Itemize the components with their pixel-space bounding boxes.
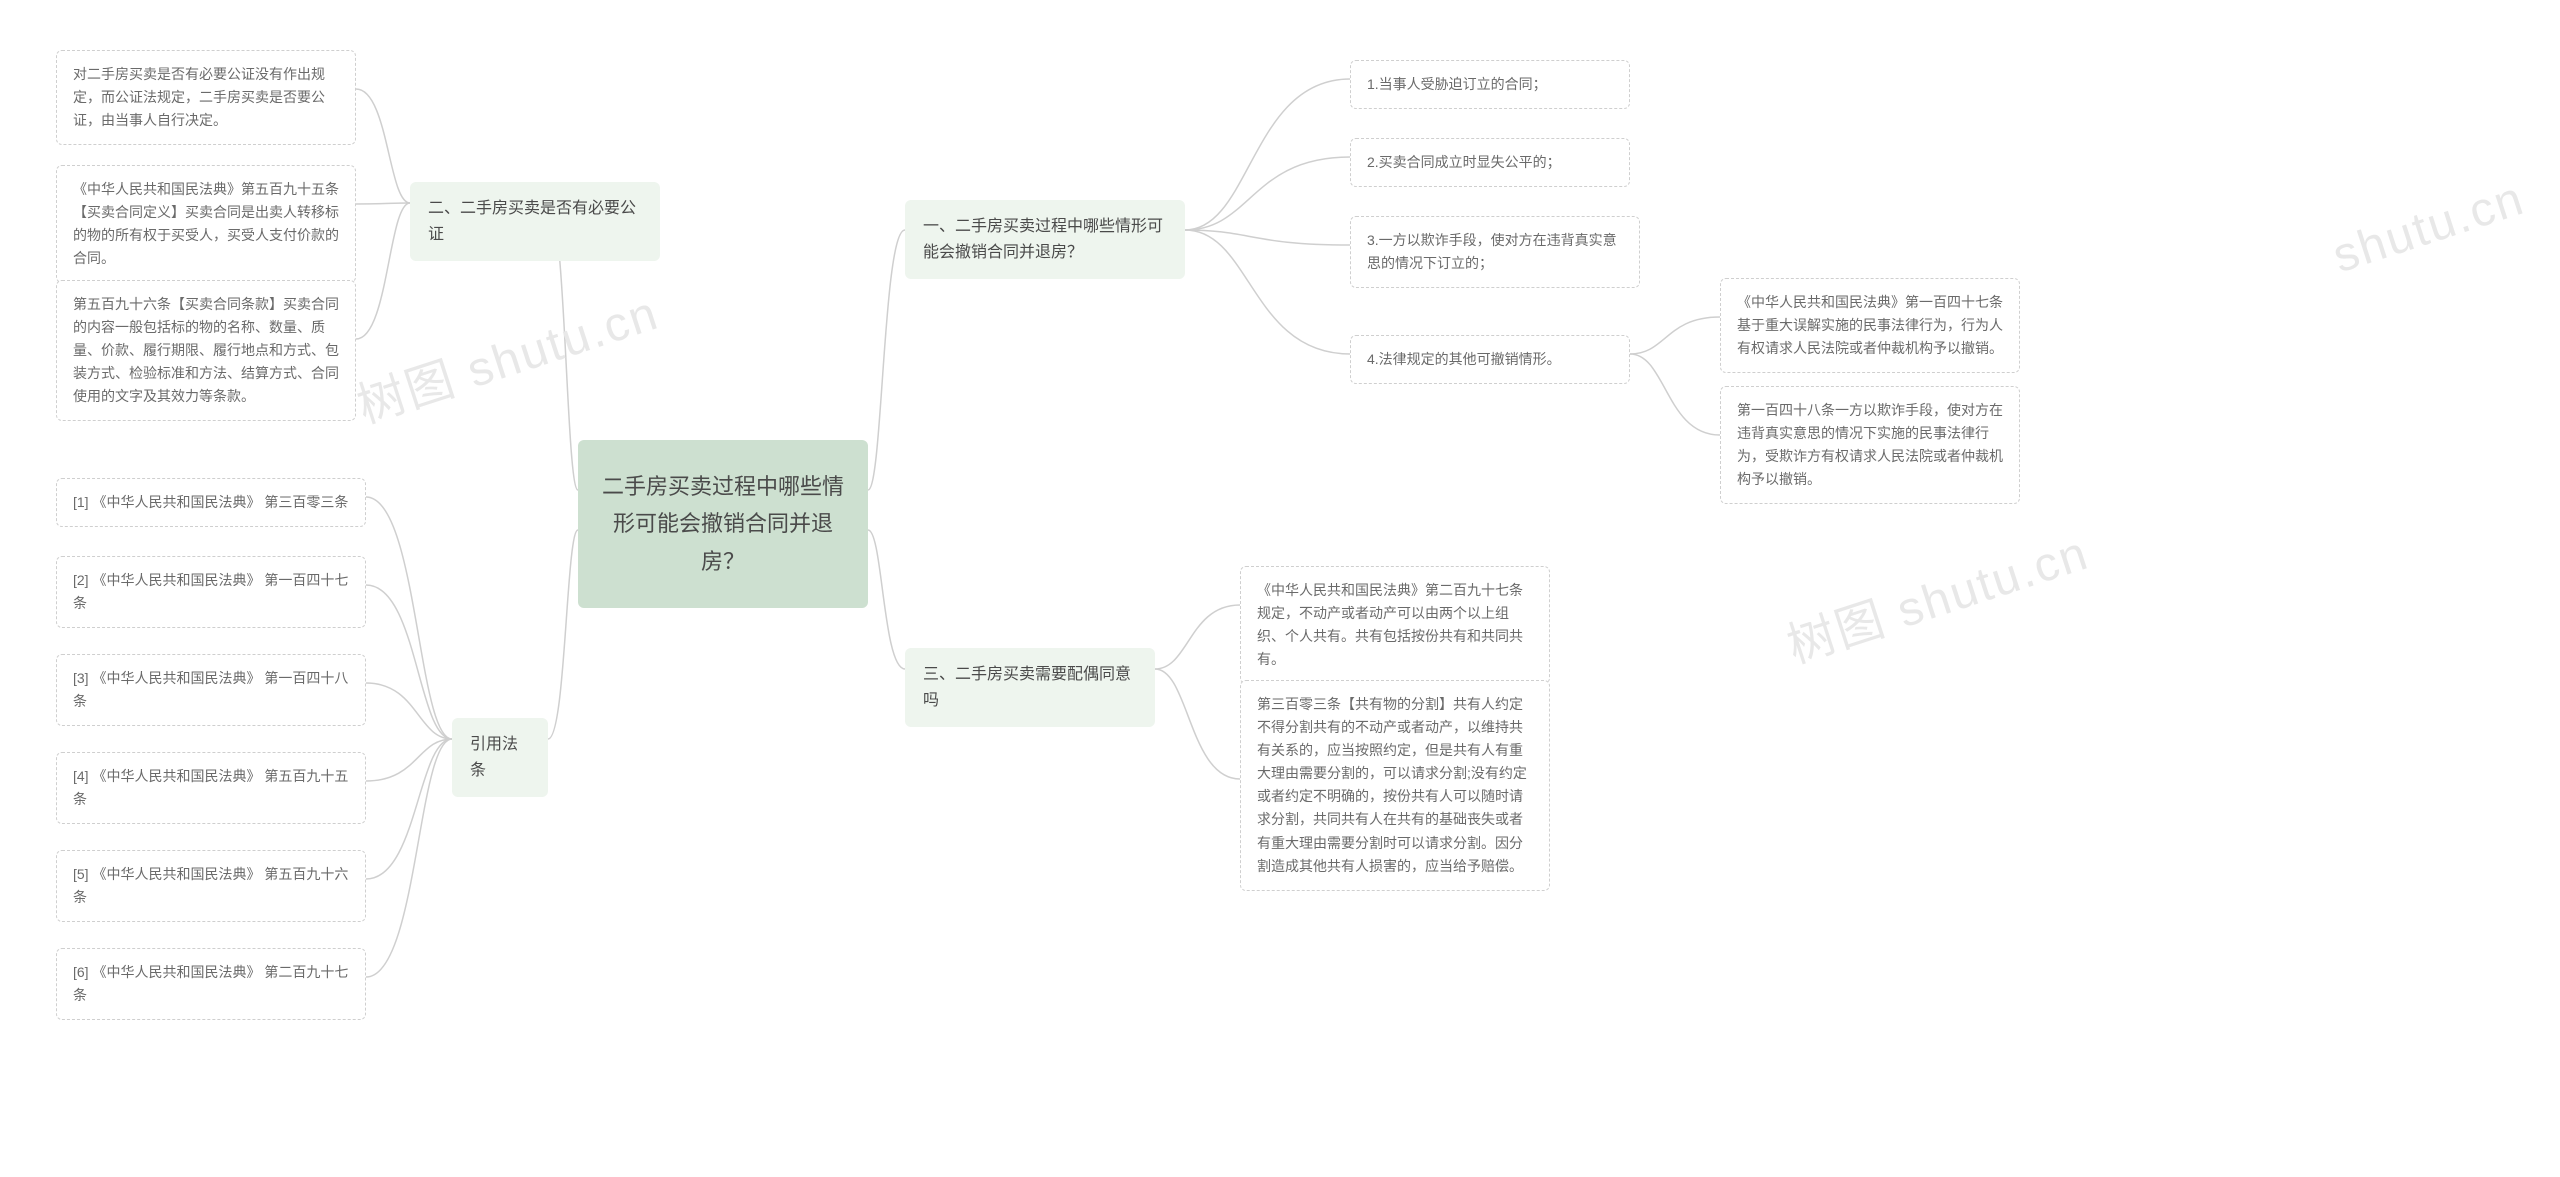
connector: [868, 530, 905, 669]
branch-node: 引用法条: [452, 718, 548, 797]
connector: [1155, 605, 1240, 669]
connector: [1185, 79, 1350, 230]
connector: [1185, 230, 1350, 245]
watermark: 树图 shutu.cn: [347, 273, 666, 436]
connector: [356, 89, 410, 203]
leaf-node: [5] 《中华人民共和国民法典》 第五百九十六条: [56, 850, 366, 922]
leaf-node: 对二手房买卖是否有必要公证没有作出规定，而公证法规定，二手房买卖是否要公证，由当…: [56, 50, 356, 145]
leaf-node: [3] 《中华人民共和国民法典》 第一百四十八条: [56, 654, 366, 726]
connector: [1185, 157, 1350, 230]
leaf-node: 4.法律规定的其他可撤销情形。: [1350, 335, 1630, 384]
leaf-node: 《中华人民共和国民法典》第二百九十七条规定，不动产或者动产可以由两个以上组织、个…: [1240, 566, 1550, 684]
connector: [366, 585, 452, 739]
leaf-node: [1] 《中华人民共和国民法典》 第三百零三条: [56, 478, 366, 527]
leaf-node: [2] 《中华人民共和国民法典》 第一百四十七条: [56, 556, 366, 628]
leaf-node: 3.一方以欺诈手段，使对方在违背真实意思的情况下订立的；: [1350, 216, 1640, 288]
connector: [548, 530, 578, 739]
branch-node: 一、二手房买卖过程中哪些情形可能会撤销合同并退房？: [905, 200, 1185, 279]
leaf-node: 第三百零三条【共有物的分割】共有人约定不得分割共有的不动产或者动产，以维持共有关…: [1240, 680, 1550, 891]
leaf-node: 1.当事人受胁迫订立的合同；: [1350, 60, 1630, 109]
branch-node: 三、二手房买卖需要配偶同意吗: [905, 648, 1155, 727]
connector: [1185, 230, 1350, 354]
connector: [1630, 317, 1720, 354]
connector: [366, 739, 452, 879]
leaf-node: [6] 《中华人民共和国民法典》 第二百九十七条: [56, 948, 366, 1020]
branch-node: 二、二手房买卖是否有必要公证: [410, 182, 660, 261]
leaf-node: 《中华人民共和国民法典》第五百九十五条【买卖合同定义】买卖合同是出卖人转移标的物…: [56, 165, 356, 283]
leaf-node: 第五百九十六条【买卖合同条款】买卖合同的内容一般包括标的物的名称、数量、质量、价…: [56, 280, 356, 421]
connector: [366, 739, 452, 781]
center-node: 二手房买卖过程中哪些情形可能会撤销合同并退房？: [578, 440, 868, 608]
watermark: shutu.cn: [2326, 171, 2531, 284]
connector: [366, 497, 452, 739]
leaf-node: [4] 《中华人民共和国民法典》 第五百九十五条: [56, 752, 366, 824]
watermark: 树图 shutu.cn: [1777, 513, 2096, 676]
connector: [868, 230, 905, 490]
connector: [1630, 354, 1720, 435]
connector: [356, 203, 410, 204]
connector: [1155, 669, 1240, 779]
connector: [366, 683, 452, 739]
connector: [366, 739, 452, 977]
leaf-node: 《中华人民共和国民法典》第一百四十七条基于重大误解实施的民事法律行为，行为人有权…: [1720, 278, 2020, 373]
leaf-node: 2.买卖合同成立时显失公平的；: [1350, 138, 1630, 187]
connector: [356, 203, 410, 339]
leaf-node: 第一百四十八条一方以欺诈手段，使对方在违背真实意思的情况下实施的民事法律行为，受…: [1720, 386, 2020, 504]
